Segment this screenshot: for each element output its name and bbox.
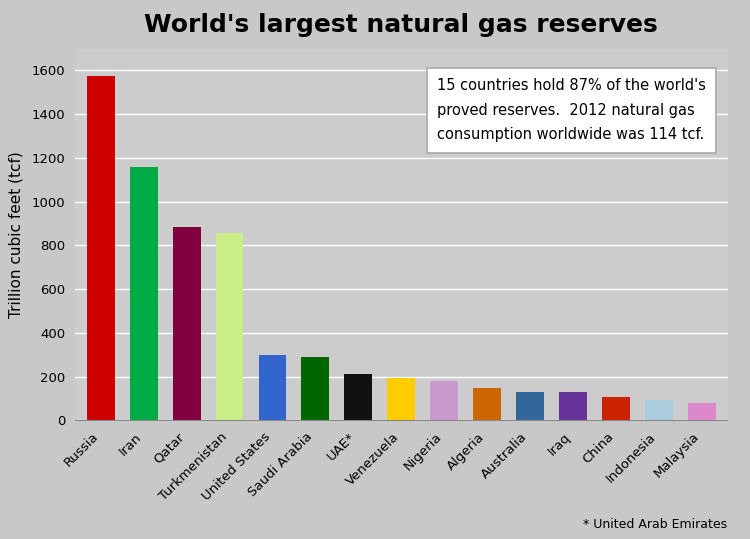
Title: World's largest natural gas reserves: World's largest natural gas reserves (144, 13, 658, 37)
Bar (215, 233, 244, 420)
Bar (130, 167, 158, 420)
Text: 15 countries hold 87% of the world's
proved reserves.  2012 natural gas
consumpt: 15 countries hold 87% of the world's pro… (437, 78, 706, 142)
Bar (87, 76, 115, 420)
Bar (473, 388, 501, 420)
Bar (688, 403, 716, 420)
Bar (645, 399, 673, 420)
Bar (430, 381, 458, 420)
Bar (516, 392, 544, 420)
Bar (302, 357, 329, 420)
Y-axis label: Trillion cubic feet (tcf): Trillion cubic feet (tcf) (8, 151, 23, 318)
Bar (602, 397, 630, 420)
Bar (387, 378, 416, 420)
Bar (344, 375, 372, 420)
Bar (559, 392, 587, 420)
Bar (172, 227, 200, 420)
Bar (259, 355, 286, 420)
Text: * United Arab Emirates: * United Arab Emirates (584, 518, 728, 531)
